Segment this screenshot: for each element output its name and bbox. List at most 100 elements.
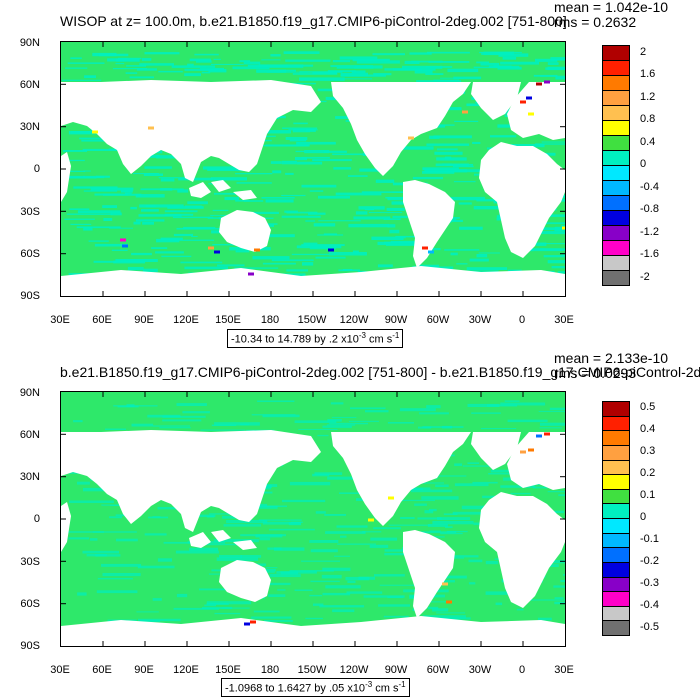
field-streak — [339, 492, 379, 494]
contour-units: cm s — [372, 682, 399, 695]
field-streak — [456, 263, 468, 265]
field-streak — [554, 226, 565, 229]
field-streak — [243, 200, 264, 202]
field-extreme — [526, 96, 532, 100]
colorbar-label: 0.4 — [640, 423, 656, 436]
field-streak — [445, 526, 453, 528]
panel-2-lat-label: 90S — [20, 640, 40, 652]
field-streak — [305, 617, 323, 620]
field-streak — [262, 521, 301, 525]
land-mask — [219, 560, 271, 602]
colorbar-swatch — [602, 165, 630, 181]
field-streak — [373, 527, 401, 530]
field-streak — [383, 615, 409, 618]
field-streak — [490, 469, 521, 473]
field-streak — [554, 597, 564, 600]
field-streak — [272, 170, 282, 174]
colorbar-swatch — [602, 45, 630, 61]
field-streak — [305, 128, 316, 132]
field-streak — [235, 173, 273, 175]
field-streak — [285, 172, 294, 175]
field-streak — [69, 500, 114, 503]
field-streak — [111, 249, 128, 251]
field-streak — [551, 266, 565, 269]
field-streak — [236, 182, 272, 184]
field-streak — [207, 217, 228, 219]
colorbar-label: 0.2 — [640, 467, 656, 480]
field-streak — [285, 59, 331, 62]
field-streak — [141, 209, 159, 212]
field-streak — [324, 514, 346, 516]
field-streak — [280, 69, 296, 72]
colorbar-label: 0.8 — [640, 113, 656, 125]
field-streak — [414, 70, 433, 74]
field-streak — [206, 601, 252, 605]
colorbar-swatch — [602, 430, 630, 446]
field-streak — [305, 220, 316, 222]
field-streak — [323, 150, 347, 153]
field-streak — [270, 54, 281, 57]
panel-2-lat-label: 60S — [20, 598, 40, 610]
field-streak — [555, 76, 565, 80]
field-streak — [136, 68, 157, 71]
land-mask — [219, 210, 271, 252]
field-streak — [426, 405, 441, 409]
colorbar-swatch — [602, 547, 630, 563]
field-streak — [472, 481, 498, 484]
field-streak — [261, 59, 281, 61]
field-streak — [528, 599, 565, 601]
field-streak — [281, 194, 306, 197]
field-streak — [115, 58, 140, 62]
panel-1-lon-label: 30E — [50, 314, 70, 326]
field-streak — [383, 218, 401, 220]
field-streak — [441, 425, 453, 429]
field-streak — [160, 178, 175, 182]
field-streak — [399, 408, 436, 412]
field-streak — [361, 191, 404, 193]
panel-1-contour-info: -10.34 to 14.789 by .2 x10-3 cm s-1 — [227, 329, 404, 348]
field-streak — [347, 580, 356, 583]
field-streak — [410, 489, 453, 493]
field-streak — [86, 554, 107, 557]
field-streak — [434, 124, 446, 128]
field-streak — [536, 242, 547, 246]
field-streak — [490, 135, 517, 138]
field-streak — [500, 485, 536, 488]
field-streak — [266, 71, 308, 73]
field-streak — [200, 543, 238, 546]
field-streak — [296, 245, 342, 249]
field-streak — [511, 144, 545, 148]
field-streak — [303, 242, 318, 245]
panel-2-lat-label: 30N — [19, 471, 40, 483]
field-streak — [561, 224, 565, 227]
panel-2-lat-label: 60N — [19, 429, 40, 441]
field-streak — [210, 177, 247, 181]
field-streak — [431, 536, 445, 538]
field-streak — [414, 503, 427, 506]
field-streak — [325, 96, 343, 101]
field-streak — [189, 547, 218, 551]
field-streak — [421, 496, 459, 500]
land-mask — [61, 430, 321, 532]
panel-2-lat-label: 30S — [20, 556, 40, 568]
field-streak — [319, 605, 365, 608]
colorbar-swatch — [602, 474, 630, 490]
field-streak — [194, 53, 219, 56]
field-streak — [61, 175, 85, 179]
field-streak — [537, 617, 552, 621]
field-streak — [187, 63, 194, 67]
field-streak — [152, 598, 162, 601]
field-streak — [443, 513, 458, 515]
field-streak — [346, 591, 383, 594]
field-streak — [162, 415, 206, 418]
field-streak — [358, 206, 385, 210]
field-streak — [73, 420, 83, 423]
field-streak — [332, 60, 350, 63]
land-mask — [331, 432, 471, 526]
field-streak — [387, 224, 396, 228]
field-streak — [271, 259, 314, 262]
field-streak — [239, 60, 251, 63]
field-streak — [249, 234, 295, 238]
field-streak — [452, 511, 494, 515]
field-streak — [476, 254, 488, 258]
